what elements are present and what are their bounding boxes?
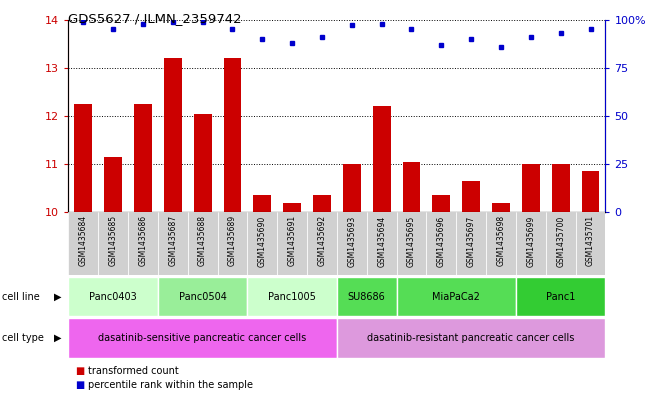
Bar — [396, 212, 426, 275]
Bar — [367, 212, 396, 275]
Text: GSM1435686: GSM1435686 — [139, 215, 147, 266]
Text: percentile rank within the sample: percentile rank within the sample — [88, 380, 253, 390]
Text: GSM1435688: GSM1435688 — [198, 215, 207, 266]
Bar — [68, 318, 337, 358]
Text: cell line: cell line — [2, 292, 40, 302]
Text: ▶: ▶ — [54, 292, 62, 302]
Bar — [462, 181, 480, 212]
Bar — [247, 277, 337, 316]
Bar — [307, 212, 337, 275]
Text: SU8686: SU8686 — [348, 292, 385, 302]
Bar — [277, 212, 307, 275]
Text: Panc0504: Panc0504 — [178, 292, 227, 302]
Text: GSM1435690: GSM1435690 — [258, 215, 267, 266]
Bar — [74, 104, 92, 212]
Bar — [68, 277, 158, 316]
Bar — [158, 277, 247, 316]
Text: GSM1435697: GSM1435697 — [467, 215, 476, 266]
Text: GSM1435685: GSM1435685 — [109, 215, 118, 266]
Text: MiaPaCa2: MiaPaCa2 — [432, 292, 480, 302]
Bar — [492, 203, 510, 212]
Text: cell type: cell type — [2, 333, 44, 343]
Text: GDS5627 / ILMN_2359742: GDS5627 / ILMN_2359742 — [68, 12, 242, 25]
Bar — [402, 162, 421, 212]
Text: GSM1435689: GSM1435689 — [228, 215, 237, 266]
Bar — [104, 157, 122, 212]
Bar — [581, 171, 600, 212]
Text: GSM1435700: GSM1435700 — [556, 215, 565, 266]
Text: dasatinib-resistant pancreatic cancer cells: dasatinib-resistant pancreatic cancer ce… — [367, 333, 575, 343]
Text: GSM1435691: GSM1435691 — [288, 215, 297, 266]
Bar — [223, 58, 242, 212]
Bar — [158, 212, 187, 275]
Bar — [128, 212, 158, 275]
Text: GSM1435693: GSM1435693 — [348, 215, 356, 266]
Text: GSM1435694: GSM1435694 — [377, 215, 386, 266]
Text: ■: ■ — [75, 380, 84, 390]
Bar — [522, 164, 540, 212]
Bar — [396, 277, 516, 316]
Text: ▶: ▶ — [54, 333, 62, 343]
Bar — [193, 114, 212, 212]
Text: dasatinib-sensitive pancreatic cancer cells: dasatinib-sensitive pancreatic cancer ce… — [98, 333, 307, 343]
Bar — [372, 106, 391, 212]
Bar — [283, 203, 301, 212]
Bar — [98, 212, 128, 275]
Text: Panc1: Panc1 — [546, 292, 575, 302]
Bar — [486, 212, 516, 275]
Bar — [575, 212, 605, 275]
Text: GSM1435687: GSM1435687 — [169, 215, 177, 266]
Bar — [253, 195, 271, 212]
Bar — [247, 212, 277, 275]
Text: ■: ■ — [75, 366, 84, 376]
Bar — [164, 58, 182, 212]
Bar — [456, 212, 486, 275]
Bar — [546, 212, 575, 275]
Text: GSM1435701: GSM1435701 — [586, 215, 595, 266]
Bar — [432, 195, 450, 212]
Text: Panc1005: Panc1005 — [268, 292, 316, 302]
Text: Panc0403: Panc0403 — [89, 292, 137, 302]
Bar — [187, 212, 217, 275]
Bar — [217, 212, 247, 275]
Bar — [337, 212, 367, 275]
Bar — [68, 212, 98, 275]
Text: GSM1435695: GSM1435695 — [407, 215, 416, 266]
Text: GSM1435696: GSM1435696 — [437, 215, 446, 266]
Bar — [426, 212, 456, 275]
Text: transformed count: transformed count — [88, 366, 178, 376]
Text: GSM1435684: GSM1435684 — [79, 215, 88, 266]
Bar — [516, 212, 546, 275]
Text: GSM1435698: GSM1435698 — [497, 215, 505, 266]
Bar — [134, 104, 152, 212]
Bar — [551, 164, 570, 212]
Bar — [343, 164, 361, 212]
Bar — [337, 318, 605, 358]
Bar — [313, 195, 331, 212]
Text: GSM1435692: GSM1435692 — [318, 215, 326, 266]
Text: GSM1435699: GSM1435699 — [527, 215, 535, 266]
Bar — [516, 277, 605, 316]
Bar — [337, 277, 396, 316]
